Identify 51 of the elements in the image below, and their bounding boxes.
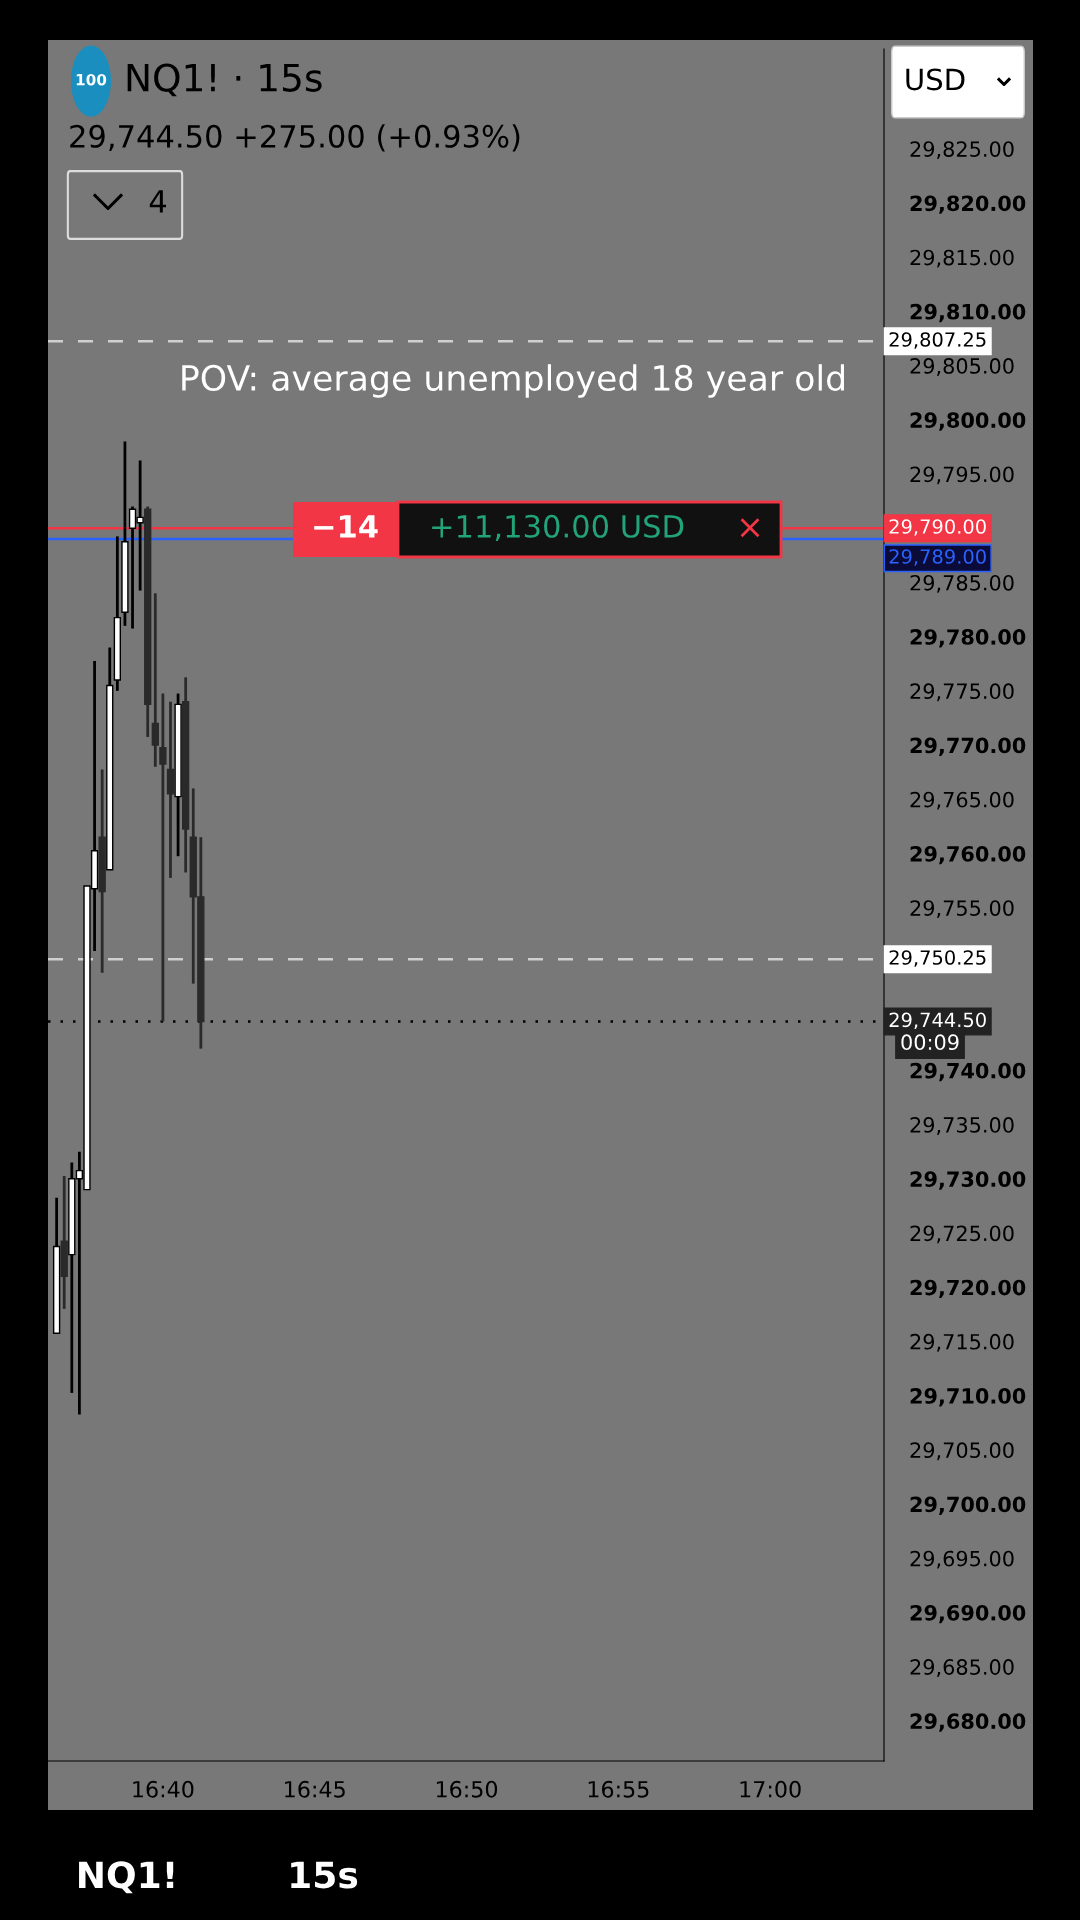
y-tick-label: 29,710.00 [910, 1388, 1026, 1407]
text: 00:09 [901, 1034, 959, 1051]
y-tick-label: 29,765.00 [910, 791, 1014, 810]
chart-title: NQ1! · 15s [127, 63, 322, 97]
candlestick [159, 692, 167, 1023]
y-tick-label: 29,755.00 [910, 900, 1014, 919]
annotation: 100 [76, 73, 107, 86]
y-tick-label: 29,815.00 [910, 249, 1014, 268]
y-tick-label: 29,695.00 [910, 1550, 1014, 1569]
ref-line-label: 29,789.00 [889, 549, 986, 566]
y-tick-label: 29,730.00 [910, 1171, 1026, 1190]
x-tick-label: 16:40 [133, 1780, 194, 1798]
y-tick-label: 29,785.00 [910, 574, 1014, 593]
y-tick-label: 29,825.00 [910, 141, 1014, 160]
y-tick-label: 29,775.00 [910, 683, 1014, 702]
x-tick-label: 16:45 [285, 1780, 345, 1798]
x-tick-label: 17:00 [740, 1780, 801, 1798]
y-tick-label: 29,720.00 [910, 1279, 1026, 1299]
y-tick-label: 29,715.00 [910, 1333, 1014, 1352]
y-tick-label: 29,705.00 [910, 1442, 1014, 1461]
ref-line-label: 29,750.25 [889, 950, 986, 967]
x-tick-label: 16:50 [436, 1780, 498, 1798]
annotation: POV: average unemployed 18 year old [182, 364, 844, 398]
y-tick-label: 29,690.00 [910, 1604, 1026, 1624]
ref-line-label: 29,790.00 [889, 519, 986, 536]
y-tick-label: 29,700.00 [910, 1496, 1026, 1515]
y-tick-label: 29,770.00 [910, 737, 1026, 756]
annotation: 4 [149, 190, 167, 213]
y-tick-label: 29,780.00 [910, 629, 1026, 648]
y-tick-label: 29,820.00 [910, 195, 1026, 214]
y-tick-label: 29,795.00 [910, 466, 1014, 485]
y-tick-label: 29,810.00 [910, 303, 1026, 323]
y-tick-label: 29,740.00 [910, 1062, 1026, 1082]
text: NQ1! [79, 1861, 174, 1894]
text: 29,744.50 +275.00 (+0.93%) [70, 124, 520, 152]
text: 15s [291, 1861, 358, 1889]
y-tick-label: 29,760.00 [910, 845, 1026, 865]
y-tick-label: 29,725.00 [910, 1225, 1014, 1244]
y-tick-label: 29,800.00 [910, 412, 1026, 431]
annotation: × [740, 518, 760, 538]
candlestick [151, 591, 159, 769]
y-tick-label: 29,735.00 [910, 1117, 1014, 1135]
y-tick-label: 29,680.00 [910, 1713, 1026, 1732]
y-tick-label: 29,805.00 [910, 358, 1014, 376]
text: USD [906, 68, 965, 91]
ref-line-label: 29,807.25 [889, 332, 986, 349]
x-tick-label: 16:55 [588, 1780, 649, 1798]
annotation: −14 [314, 515, 378, 538]
y-tick-label: 29,685.00 [910, 1659, 1014, 1678]
annotation: +11,130.00 USD [432, 514, 684, 541]
ref-line-label: 29,744.50 [889, 1012, 986, 1030]
